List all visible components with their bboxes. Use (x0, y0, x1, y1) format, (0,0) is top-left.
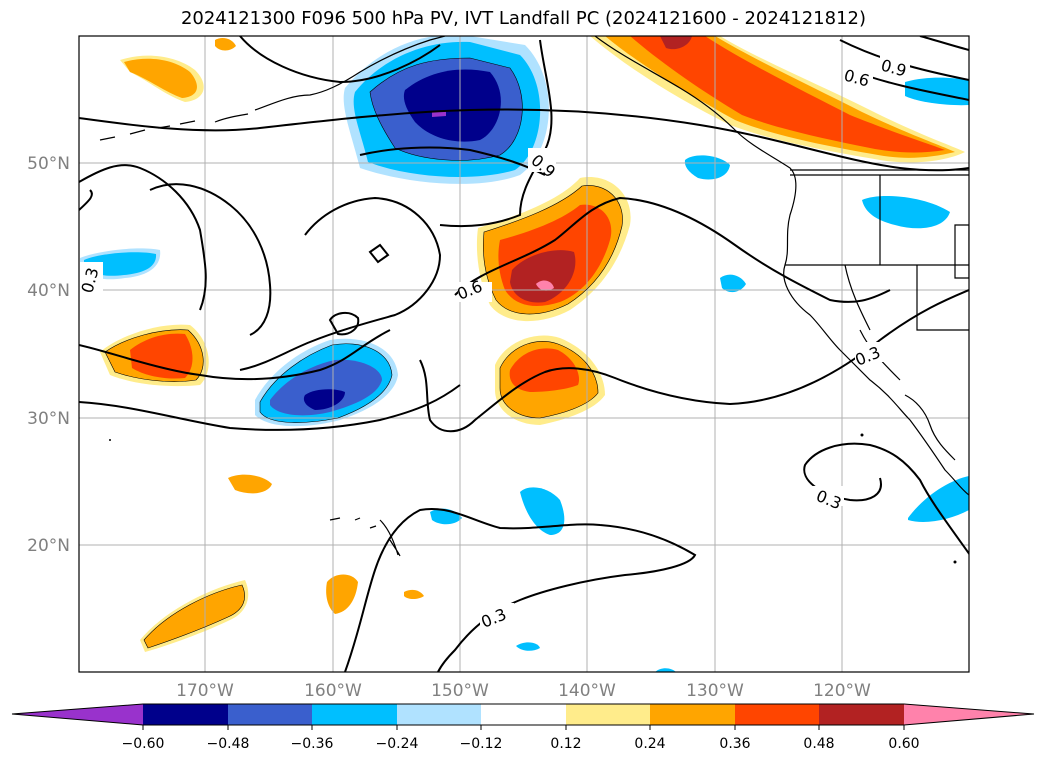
colorbar-tick-label: −0.48 (207, 736, 250, 752)
colorbar-tick-label: 0.12 (550, 736, 581, 752)
colorbar-bin (819, 704, 904, 725)
latitude-labels: 50°N 40°N 30°N 20°N (27, 154, 70, 556)
lat-label: 30°N (27, 409, 70, 429)
lon-label: 170°W (176, 681, 234, 701)
colorbar-extend-min (12, 704, 143, 725)
colorbar-extend-max (904, 704, 1034, 725)
lon-label: 130°W (686, 681, 744, 701)
colorbar-tick-label: −0.60 (122, 736, 165, 752)
lon-label: 150°W (431, 681, 489, 701)
colorbar-bin (481, 704, 566, 725)
lon-label: 140°W (558, 681, 616, 701)
lon-label: 160°W (304, 681, 362, 701)
colorbar-tick-label: 0.36 (719, 736, 750, 752)
negative-anomaly-alaska (343, 36, 549, 184)
map-title: 2024121300 F096 500 hPa PV, IVT Landfall… (180, 8, 867, 29)
anomaly-outlines (104, 57, 623, 649)
colorbar-tick-label: −0.12 (460, 736, 503, 752)
longitude-labels: 170°W 160°W 150°W 140°W 130°W 120°W (176, 681, 871, 701)
colorbar-tick-label: 0.60 (888, 736, 919, 752)
colorbar-tick-label: 0.48 (803, 736, 834, 752)
lat-label: 20°N (27, 536, 70, 556)
colorbar-bin (397, 704, 481, 725)
colorbar-bin (312, 704, 397, 725)
colorbar-tick-label: −0.36 (291, 736, 334, 752)
map-contents: 0.9 0.6 0.9 0.3 0.6 0.3 0.3 0.3 (78, 36, 969, 672)
colorbar: −0.60 −0.48 −0.36 −0.24 −0.12 0.12 0.24 … (11, 703, 1035, 752)
positive-anomaly-pacific-northwest (590, 36, 965, 163)
lat-label: 40°N (27, 281, 70, 301)
colorbar-bin (143, 704, 228, 725)
contour-label: 0.3 (78, 266, 103, 296)
positive-anomaly-south (495, 335, 605, 425)
positive-anomaly-west (100, 38, 676, 672)
map-border (78, 35, 970, 673)
colorbar-bin (566, 704, 650, 725)
negative-anomaly-central (255, 338, 398, 427)
islands (109, 433, 957, 564)
colorbar-tick-label: 0.24 (634, 736, 665, 752)
colorbar-bin (228, 704, 312, 725)
graticule (79, 36, 969, 672)
colorbar-tick-label: −0.24 (376, 736, 419, 752)
colorbar-ticks (142, 725, 905, 730)
lon-label: 120°W (813, 681, 871, 701)
lat-label: 50°N (27, 154, 70, 174)
colorbar-bin (735, 704, 819, 725)
colorbar-bin (650, 704, 735, 725)
positive-anomaly-central (476, 177, 631, 322)
